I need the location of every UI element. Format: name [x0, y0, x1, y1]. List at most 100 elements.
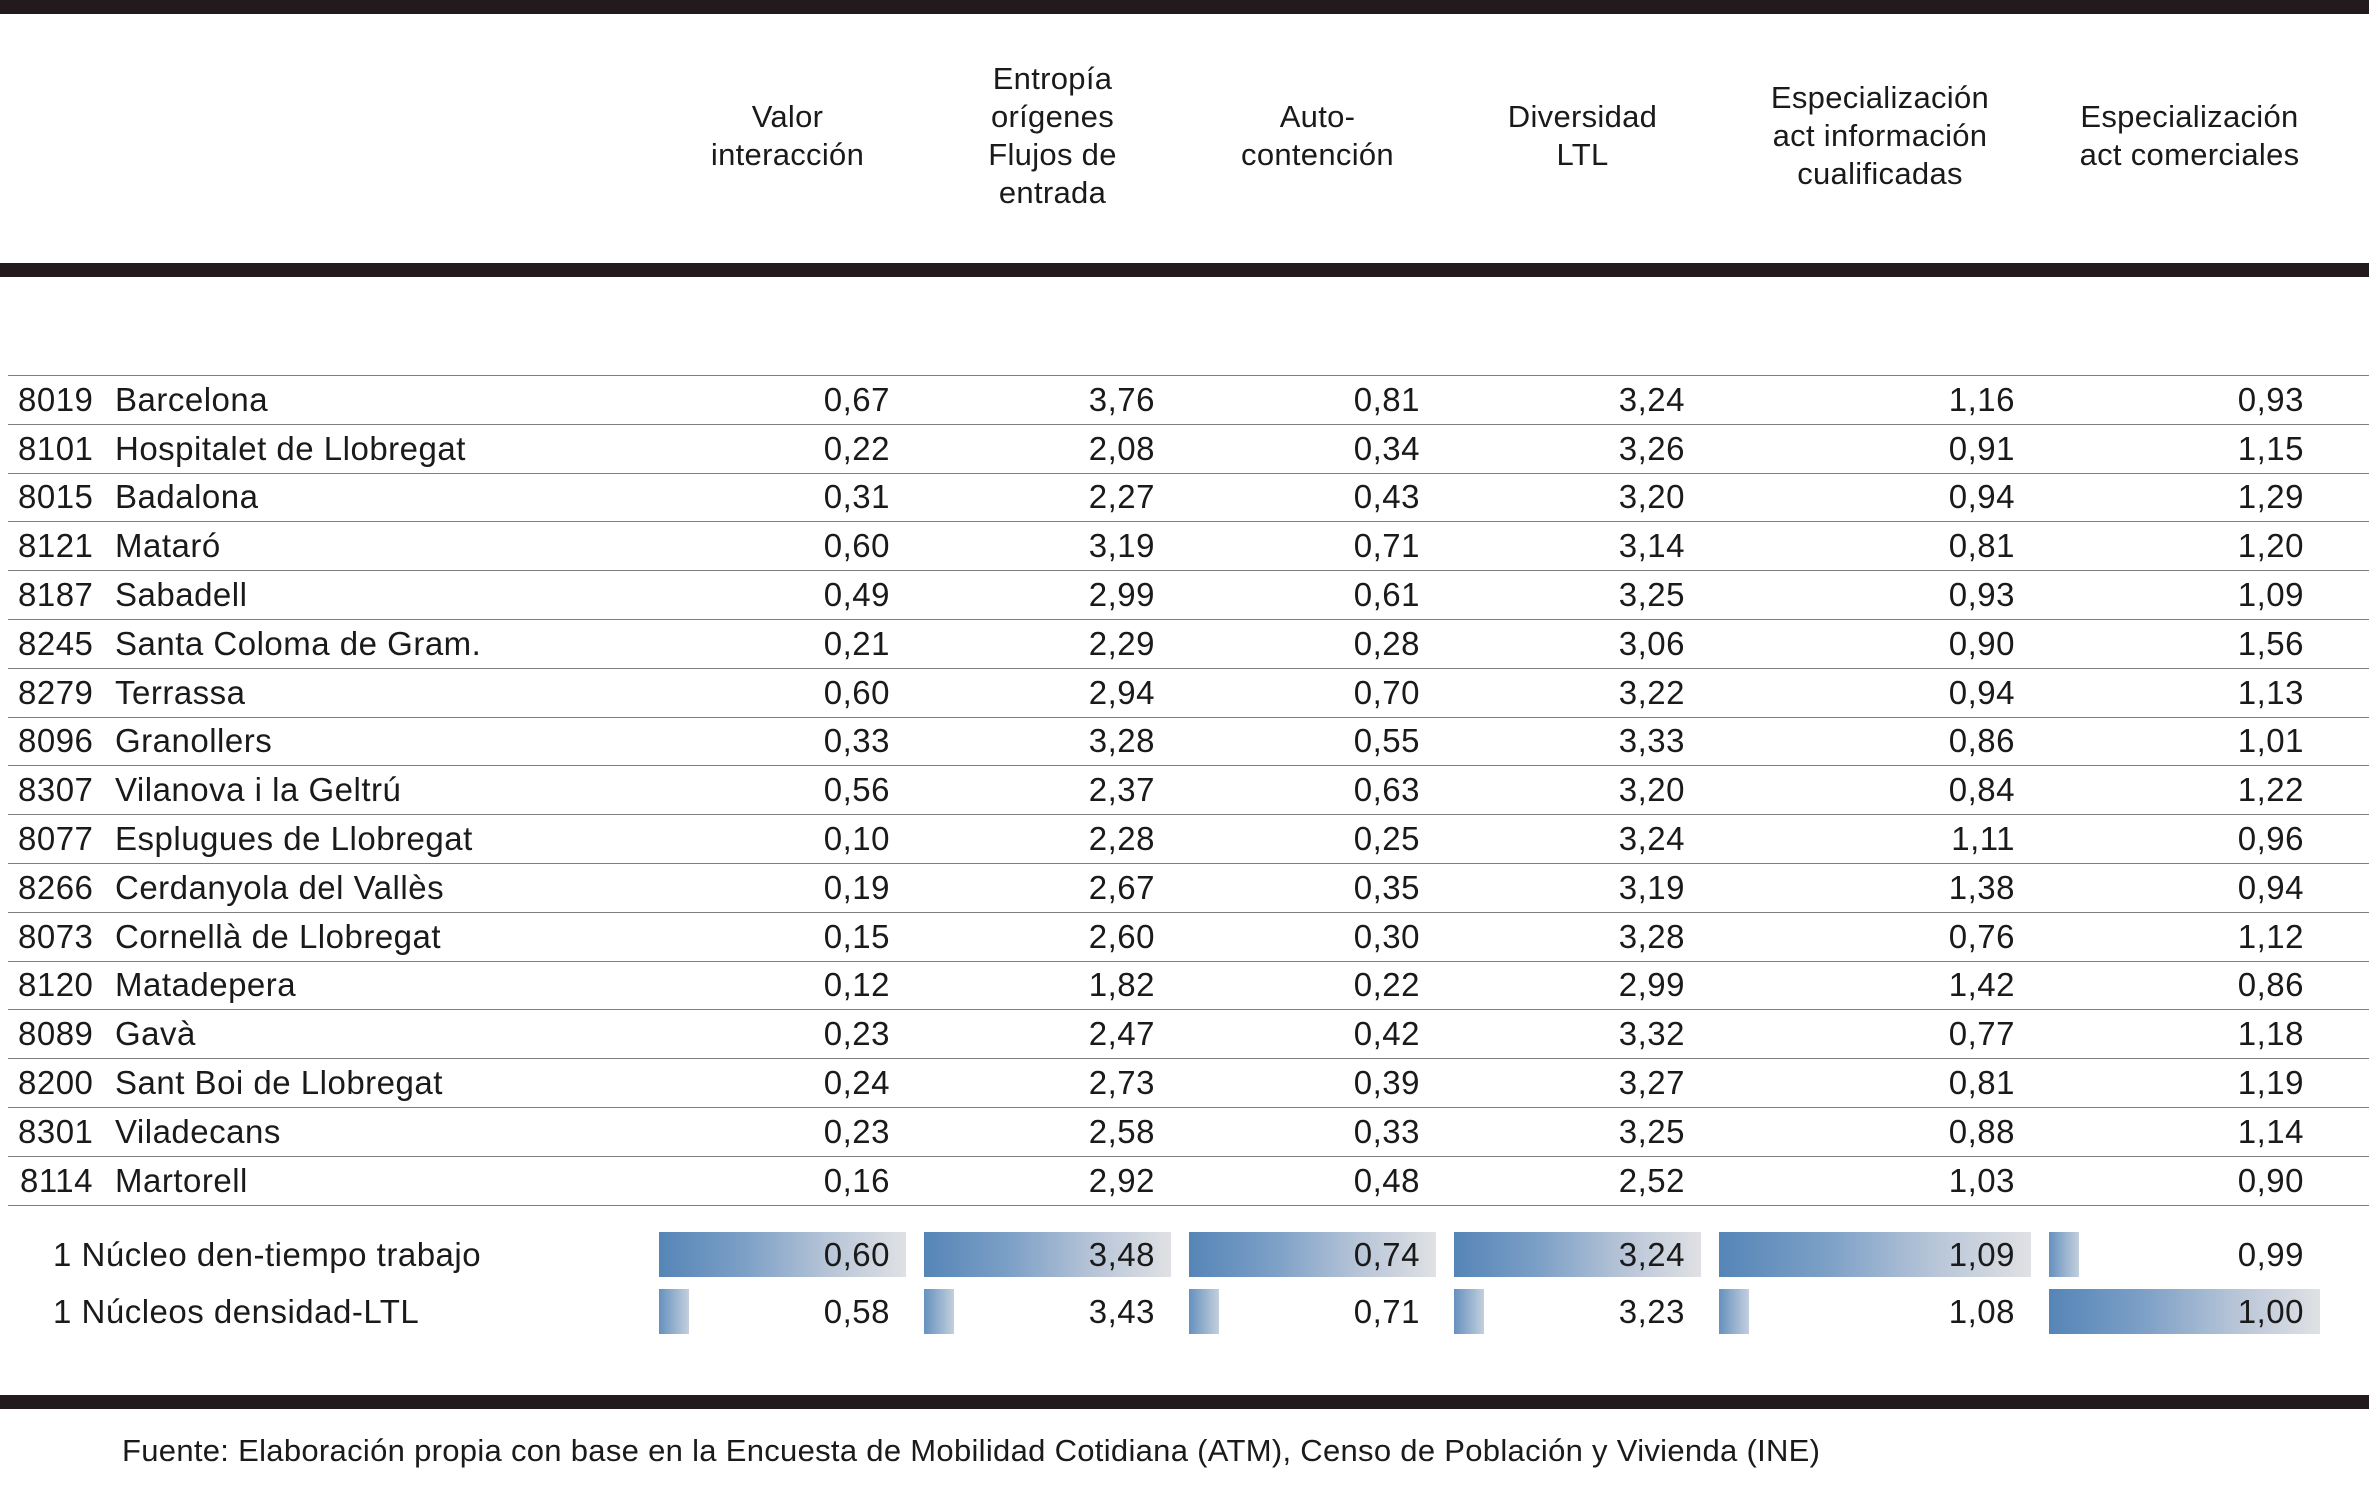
cell-value: 0,12: [823, 966, 890, 1004]
municipality-code: 8019: [18, 380, 94, 418]
municipality-name: Barcelona: [115, 380, 269, 418]
cell-value: 0,31: [823, 478, 890, 516]
municipality-name: Esplugues de Llobregat: [115, 820, 473, 858]
table-row: 8266 Cerdanyola del Vallès 0,19 2,67 0,3…: [8, 864, 2369, 913]
municipality-code: 8245: [18, 624, 94, 662]
municipality-cell: 8121 Mataró: [8, 527, 655, 565]
cell-value: 3,14: [1618, 527, 1685, 565]
cell-value: 0,91: [1948, 429, 2015, 467]
cell-value: 0,60: [823, 673, 890, 711]
cell-value: 3,43: [1088, 1292, 1155, 1330]
cell-value: 3,25: [1618, 1112, 1685, 1150]
table-row: 8073 Cornellà de Llobregat 0,15 2,60 0,3…: [8, 913, 2369, 962]
cell-value: 0,93: [2237, 380, 2304, 418]
municipality-cell: 8101 Hospitalet de Llobregat: [8, 430, 655, 468]
table-row: 8245 Santa Coloma de Gram. 0,21 2,29 0,2…: [8, 620, 2369, 669]
cell-value: 0,55: [1353, 722, 1420, 760]
municipality-code: 8121: [18, 527, 94, 565]
cell-value: 3,25: [1618, 576, 1685, 614]
source-note: Fuente: Elaboración propia con base en l…: [122, 1433, 1821, 1468]
cell-value: 1,22: [2237, 771, 2304, 809]
cell-value: 2,58: [1088, 1112, 1155, 1150]
municipality-code: 8200: [18, 1064, 94, 1102]
summary-cell: 0,58: [655, 1287, 920, 1336]
municipality-cell: 8114 Martorell: [8, 1162, 655, 1200]
data-bar: [1454, 1289, 1484, 1334]
cell-value: 0,86: [1948, 722, 2015, 760]
municipality-name: Viladecans: [115, 1112, 281, 1150]
cell-value: 3,24: [1618, 1235, 1685, 1273]
table-row: 8015 Badalona 0,31 2,27 0,43 3,20 0,94 1…: [8, 474, 2369, 523]
municipality-cell: 8279 Terrassa: [8, 674, 655, 712]
cell-value: 0,93: [1948, 576, 2015, 614]
municipality-cell: 8096 Granollers: [8, 722, 655, 760]
column-header-diversidad-ltl: Diversidad LTL: [1507, 99, 1658, 172]
data-bar: [2049, 1232, 2079, 1277]
cell-value: 2,28: [1088, 820, 1155, 858]
cell-value: 0,71: [1353, 1292, 1420, 1330]
municipality-code: 8015: [18, 478, 94, 516]
cell-value: 2,52: [1618, 1161, 1685, 1199]
cell-value: 0,56: [823, 771, 890, 809]
cell-value: 3,27: [1618, 1064, 1685, 1102]
cell-value: 1,03: [1948, 1161, 2015, 1199]
municipality-code: 8120: [18, 966, 94, 1004]
data-bar: [1719, 1289, 1749, 1334]
cell-value: 0,43: [1353, 478, 1420, 516]
municipality-code: 8114: [20, 1161, 93, 1199]
cell-value: 1,09: [1948, 1235, 2015, 1273]
table-row: 8200 Sant Boi de Llobregat 0,24 2,73 0,3…: [8, 1059, 2369, 1108]
cell-value: 3,19: [1088, 527, 1155, 565]
municipality-name: Mataró: [115, 527, 221, 565]
bottom-rule: [0, 1395, 2369, 1409]
cell-value: 0,77: [1948, 1015, 2015, 1053]
cell-value: 0,81: [1353, 380, 1420, 418]
municipality-name: Matadepera: [115, 966, 297, 1004]
cell-value: 0,96: [2237, 820, 2304, 858]
municipality-cell: 8019 Barcelona: [8, 381, 655, 419]
data-bar: [924, 1232, 1171, 1277]
cell-value: 0,23: [823, 1015, 890, 1053]
municipality-name: Martorell: [115, 1161, 248, 1199]
cell-value: 0,22: [823, 429, 890, 467]
column-header-autocontencion: Auto- contención: [1241, 99, 1394, 172]
municipality-cell: 8077 Esplugues de Llobregat: [8, 820, 655, 858]
top-rule: [0, 0, 2369, 14]
summary-cell: 0,74: [1185, 1230, 1450, 1279]
municipality-cell: 8301 Viladecans: [8, 1113, 655, 1151]
summary-cell: 1,00: [2045, 1287, 2334, 1336]
cell-value: 0,35: [1353, 868, 1420, 906]
summary-cell: 1,09: [1715, 1230, 2045, 1279]
municipality-code: 8073: [18, 917, 94, 955]
table-row: 8019 Barcelona 0,67 3,76 0,81 3,24 1,16 …: [8, 376, 2369, 425]
cell-value: 2,99: [1088, 576, 1155, 614]
cell-value: 0,33: [1353, 1112, 1420, 1150]
column-header-especializacion-comerciales: Especialización act comerciales: [2079, 99, 2300, 172]
municipality-code: 8101: [18, 429, 94, 467]
column-header-valor-interaccion: Valor interacción: [710, 99, 865, 172]
cell-value: 1,12: [2237, 917, 2304, 955]
cell-value: 0,88: [1948, 1112, 2015, 1150]
summary-row: 1 Núcleos densidad-LTL 0,58 3,43 0,71 3,…: [8, 1287, 2369, 1336]
cell-value: 3,24: [1618, 380, 1685, 418]
cell-value: 0,39: [1353, 1064, 1420, 1102]
cell-value: 0,30: [1353, 917, 1420, 955]
municipality-cell: 8200 Sant Boi de Llobregat: [8, 1064, 655, 1102]
cell-value: 0,28: [1353, 624, 1420, 662]
cell-value: 1,38: [1948, 868, 2015, 906]
municipality-cell: 8187 Sabadell: [8, 576, 655, 614]
municipality-code: 8307: [18, 771, 94, 809]
data-bar: [924, 1289, 954, 1334]
cell-value: 0,58: [823, 1292, 890, 1330]
cell-value: 3,24: [1618, 820, 1685, 858]
cell-value: 0,70: [1353, 673, 1420, 711]
summary-cell: 3,23: [1450, 1287, 1715, 1336]
cell-value: 2,37: [1088, 771, 1155, 809]
cell-value: 3,32: [1618, 1015, 1685, 1053]
data-bar: [2049, 1289, 2320, 1334]
municipality-cell: 8015 Badalona: [8, 478, 655, 516]
data-bar: [1454, 1232, 1701, 1277]
cell-value: 0,94: [1948, 673, 2015, 711]
cell-value: 1,20: [2237, 527, 2304, 565]
municipality-cell: 8089 Gavà: [8, 1015, 655, 1053]
